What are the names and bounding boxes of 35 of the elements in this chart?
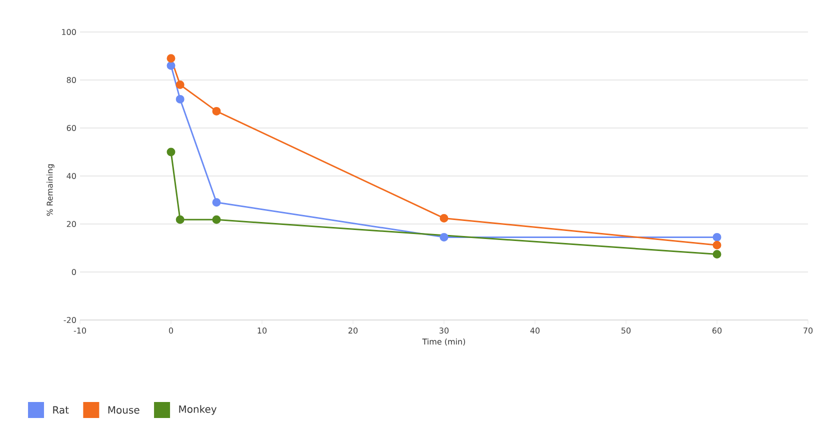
x-tick-label: 10 xyxy=(258,328,267,334)
legend-label: Monkey xyxy=(179,405,217,415)
x-tick-label: 0 xyxy=(168,328,174,334)
legend-label: Rat xyxy=(53,406,69,414)
y-tick-label: 100 xyxy=(62,28,76,36)
x-tick-label: 30 xyxy=(440,328,449,334)
point xyxy=(212,215,221,224)
point xyxy=(166,61,176,70)
point xyxy=(212,106,221,116)
point xyxy=(176,215,184,224)
point xyxy=(440,232,448,242)
x-tick-label: 40 xyxy=(530,328,540,334)
x-tick-label: 20 xyxy=(348,328,358,334)
point xyxy=(440,214,448,222)
x-tick-label: 60 xyxy=(712,328,722,334)
y-tick-label: -20 xyxy=(64,316,76,324)
y-tick-label: 40 xyxy=(66,172,76,180)
point xyxy=(166,54,176,63)
y-tick-label: 20 xyxy=(66,220,76,228)
y-tick-label: 60 xyxy=(66,124,76,132)
point xyxy=(166,148,176,156)
x-axis-title: Time (min) xyxy=(422,338,466,346)
point xyxy=(712,232,722,242)
x-tick-label: -10 xyxy=(74,328,86,334)
point xyxy=(176,80,184,90)
x-tick-label: 50 xyxy=(622,328,631,334)
y-axis-title: % Remaining xyxy=(46,164,54,216)
y-tick-label: 80 xyxy=(66,76,76,84)
x-tick-label: 70 xyxy=(804,328,813,334)
point xyxy=(712,240,722,250)
y-tick-label: 0 xyxy=(72,268,76,276)
point xyxy=(176,94,184,104)
legend-label: Mouse xyxy=(108,406,140,414)
point xyxy=(212,198,221,207)
point xyxy=(712,250,722,258)
